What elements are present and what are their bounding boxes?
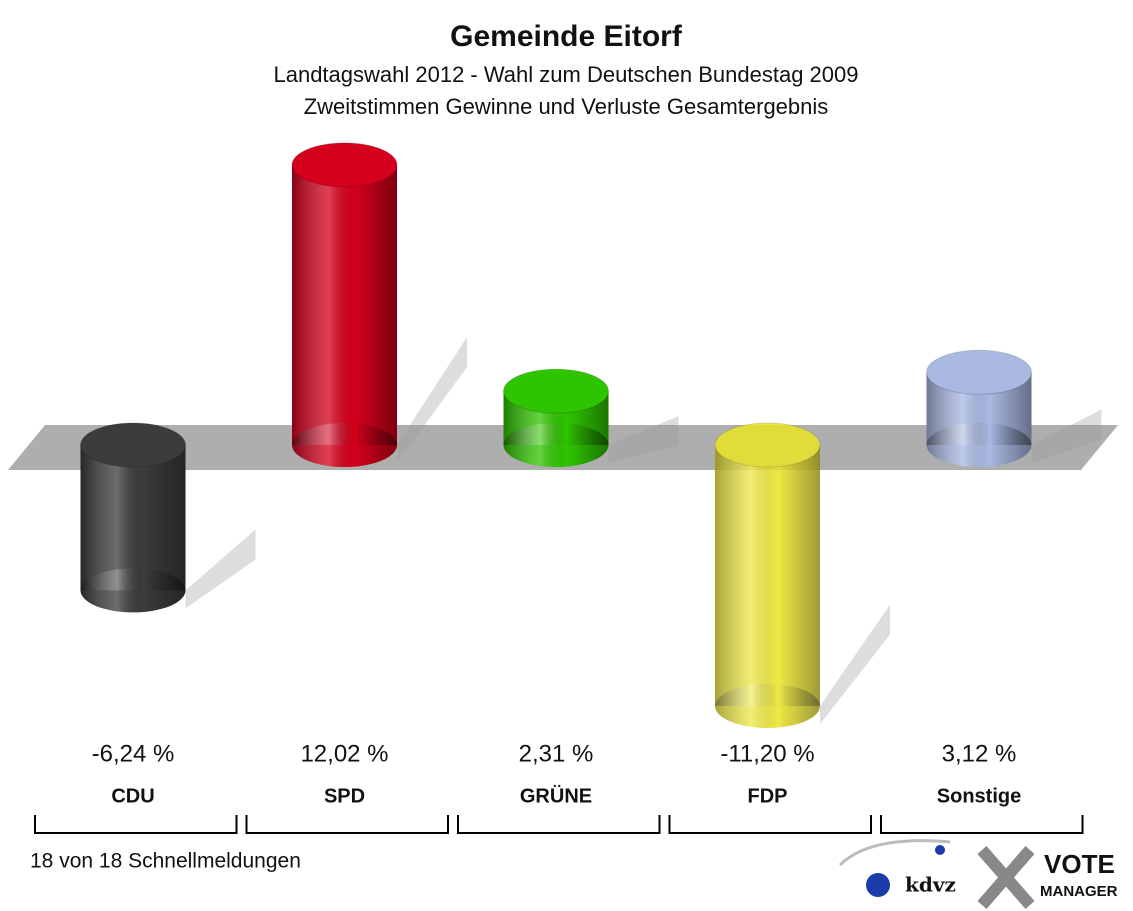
bar-top [926,349,1032,395]
bar-shadow [820,604,890,724]
logo-swoosh [838,839,951,867]
category-bracket [668,815,872,834]
value-label: -6,24 % [92,740,175,767]
category-bracket [880,815,1084,834]
logo-dot [935,845,945,855]
category-label: SPD [324,785,365,807]
value-label: 3,12 % [942,740,1017,767]
bar-shadow [185,529,256,609]
subtitle: Zweitstimmen Gewinne und Verluste Gesamt… [304,94,829,119]
bar-top [80,422,186,468]
bar-top [503,368,609,414]
category-label: Sonstige [937,785,1021,807]
category-bracket [34,815,238,834]
logo-text: kdvz [905,873,956,897]
logo-dot [866,873,890,897]
bar-top [714,422,821,468]
bar-bottom-shade [80,568,186,613]
bar-bottom-shade [715,683,820,728]
logo: kdvz VOTE MANAGER [838,839,1118,909]
subtitle: Landtagswahl 2012 - Wahl zum Deutschen B… [273,62,858,87]
bar-shade [292,164,397,445]
bar [503,368,609,467]
bar-bottom-shade [926,423,1032,467]
logo-text: MANAGER [1040,883,1118,900]
logo-x [977,846,1035,909]
bar-shade [80,445,186,591]
bar-top [291,142,398,188]
category-label: GRÜNE [520,784,592,807]
value-label: -11,20 % [720,740,814,767]
bar-bottom-shade [292,423,397,467]
bar [291,142,398,467]
bar [926,349,1032,467]
logo-text: VOTE [1044,849,1115,879]
bar [714,422,821,728]
bar-bottom-shade [503,423,609,467]
bar [80,422,186,613]
bar-shade [715,445,820,706]
category-bracket [245,815,449,834]
value-label: 2,31 % [519,740,594,767]
footer: 18 von 18 Schnellmeldungen [30,850,301,873]
category-bracket [457,815,661,834]
category-label: FDP [748,785,788,807]
value-label: 12,02 % [300,740,388,767]
category-label: CDU [111,785,154,807]
chart-title: Gemeinde Eitorf [450,20,683,53]
